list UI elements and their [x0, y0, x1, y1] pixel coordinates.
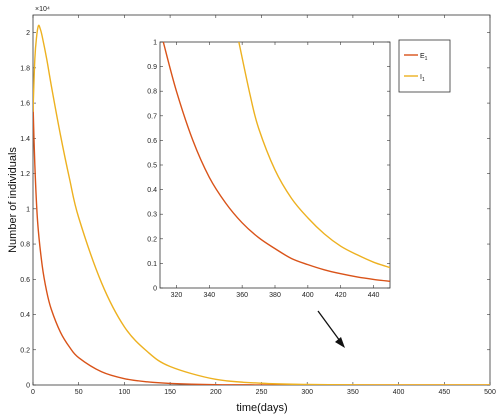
inset-plot-area [159, 41, 391, 289]
inset-y-tick-label: 0.3 [147, 212, 157, 219]
inset-y-tick-label: 0.4 [147, 187, 157, 194]
inset-x-tick-label: 420 [335, 292, 347, 299]
main-y-tick-label: 1.6 [20, 101, 30, 108]
main-x-tick-label: 50 [75, 389, 83, 396]
main-y-tick-label: 1.8 [20, 65, 30, 72]
main-x-tick-label: 200 [210, 389, 222, 396]
main-y-tick-label: 2 [26, 30, 30, 37]
inset-x-ticks: 320 340 360 380 400 420 440 [171, 42, 380, 299]
inset-y-tick-label: 1 [153, 40, 157, 47]
main-x-tick-label: 500 [484, 389, 496, 396]
main-x-tick-label: 100 [119, 389, 131, 396]
inset-x-tick-label: 320 [171, 292, 183, 299]
main-y-ticks: 0 0.2 0.4 0.6 0.8 1 1.2 1.4 1.6 1.8 2 [20, 30, 490, 390]
y-exponent-label: ×10⁴ [35, 6, 50, 13]
inset-y-ticks: 0 0.1 0.2 0.3 0.4 0.5 0.6 0.7 0.8 0.9 1 [147, 40, 390, 293]
x-axis-label: time(days) [236, 402, 287, 414]
main-series-lines [33, 24, 490, 385]
inset-y-tick-label: 0.7 [147, 113, 157, 120]
inset-x-tick-label: 360 [236, 292, 248, 299]
main-x-tick-label: 300 [301, 389, 313, 396]
main-y-tick-label: 0 [26, 383, 30, 390]
legend-box [398, 39, 451, 93]
main-y-tick-label: 1.2 [20, 171, 30, 178]
inset-y-tick-label: 0 [153, 286, 157, 293]
inset-x-tick-label: 380 [269, 292, 281, 299]
main-y-tick-label: 0.6 [20, 277, 30, 284]
inset-x-tick-label: 440 [368, 292, 380, 299]
main-y-tick-label: 1 [26, 206, 30, 213]
main-y-tick-label: 0.2 [20, 347, 30, 354]
main-y-tick-label: 1.4 [20, 136, 30, 143]
main-x-tick-label: 400 [393, 389, 405, 396]
inset-series-i1-line [238, 42, 390, 269]
legend-label-i1: I1 [420, 74, 425, 83]
main-x-tick-label: 250 [256, 389, 268, 396]
main-y-tick-label: 0.8 [20, 242, 30, 249]
inset-y-tick-label: 0.5 [147, 163, 157, 170]
inset-x-tick-label: 340 [203, 292, 215, 299]
inset-series-lines [162, 42, 390, 283]
legend-label-e1: E1 [420, 53, 428, 62]
main-y-tick-label: 0.4 [20, 312, 30, 319]
main-x-tick-label: 350 [347, 389, 359, 396]
inset-y-tick-label: 0.1 [147, 261, 157, 268]
inset-y-tick-label: 0.9 [147, 64, 157, 71]
main-x-tick-label: 450 [438, 389, 450, 396]
inset-y-tick-label: 0.6 [147, 138, 157, 145]
inset-x-tick-label: 400 [302, 292, 314, 299]
main-x-ticks: 0 50 100 150 200 250 300 350 400 450 500 [31, 15, 496, 396]
zoom-arrow [317, 310, 345, 348]
inset-y-tick-label: 0.8 [147, 89, 157, 96]
inset-y-tick-label: 0.2 [147, 236, 157, 243]
main-x-tick-label: 150 [164, 389, 176, 396]
y-axis-label: Number of individuals [7, 147, 19, 253]
main-series-i1-line [33, 24, 490, 385]
inset-series-e1-line [162, 42, 390, 283]
main-x-tick-label: 0 [31, 389, 35, 396]
